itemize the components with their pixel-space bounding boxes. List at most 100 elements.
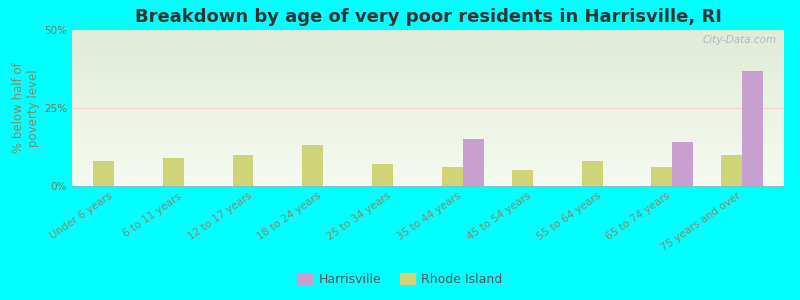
Bar: [72, 61, 784, 63]
Bar: [72, 127, 784, 128]
Bar: [721, 155, 742, 186]
Bar: [72, 177, 784, 178]
Bar: [72, 102, 784, 103]
Bar: [72, 142, 784, 144]
Bar: [72, 125, 784, 127]
Bar: [72, 163, 784, 164]
Bar: [72, 152, 784, 153]
Bar: [72, 68, 784, 69]
Bar: [72, 173, 784, 175]
Bar: [72, 94, 784, 95]
Text: City-Data.com: City-Data.com: [702, 35, 777, 45]
Bar: [72, 156, 784, 158]
Bar: [72, 114, 784, 116]
Title: Breakdown by age of very poor residents in Harrisville, RI: Breakdown by age of very poor residents …: [134, 8, 722, 26]
Bar: [72, 161, 784, 163]
Bar: [72, 99, 784, 100]
Bar: [72, 85, 784, 86]
Bar: [72, 158, 784, 160]
Bar: [72, 141, 784, 142]
Bar: [72, 75, 784, 77]
Bar: [512, 170, 533, 186]
Bar: [72, 88, 784, 89]
Bar: [72, 180, 784, 181]
Bar: [72, 139, 784, 141]
Bar: [463, 139, 484, 186]
Bar: [72, 150, 784, 152]
Bar: [72, 138, 784, 139]
Bar: [72, 47, 784, 49]
Bar: [72, 52, 784, 53]
Bar: [72, 95, 784, 97]
Bar: [72, 184, 784, 186]
Bar: [442, 167, 463, 186]
Bar: [72, 38, 784, 39]
Bar: [302, 146, 323, 186]
Bar: [72, 97, 784, 99]
Bar: [72, 136, 784, 138]
Bar: [72, 53, 784, 55]
Bar: [72, 32, 784, 33]
Bar: [72, 153, 784, 155]
Bar: [72, 33, 784, 35]
Bar: [72, 39, 784, 41]
Bar: [93, 161, 114, 186]
Bar: [72, 80, 784, 82]
Bar: [72, 106, 784, 108]
Bar: [72, 44, 784, 46]
Bar: [72, 166, 784, 167]
Bar: [72, 111, 784, 113]
Bar: [72, 121, 784, 122]
Bar: [72, 148, 784, 150]
Bar: [582, 161, 602, 186]
Bar: [72, 124, 784, 125]
Bar: [72, 164, 784, 166]
Bar: [72, 167, 784, 169]
Bar: [72, 35, 784, 36]
Bar: [72, 175, 784, 177]
Bar: [72, 56, 784, 58]
Bar: [72, 131, 784, 133]
Bar: [72, 103, 784, 105]
Bar: [72, 169, 784, 170]
Bar: [72, 122, 784, 124]
Bar: [72, 60, 784, 61]
Bar: [672, 142, 694, 186]
Bar: [72, 66, 784, 68]
Bar: [72, 77, 784, 78]
Bar: [72, 147, 784, 148]
Bar: [372, 164, 393, 186]
Bar: [72, 178, 784, 180]
Bar: [162, 158, 184, 186]
Bar: [72, 43, 784, 44]
Bar: [72, 128, 784, 130]
Bar: [72, 172, 784, 173]
Bar: [72, 46, 784, 47]
Bar: [72, 41, 784, 43]
Y-axis label: % below half of
poverty level: % below half of poverty level: [12, 63, 40, 153]
Bar: [72, 160, 784, 161]
Bar: [72, 170, 784, 172]
Bar: [72, 110, 784, 111]
Bar: [72, 70, 784, 72]
Bar: [742, 70, 763, 186]
Bar: [72, 55, 784, 56]
Bar: [72, 105, 784, 106]
Bar: [72, 108, 784, 110]
Bar: [72, 181, 784, 183]
Bar: [72, 64, 784, 66]
Bar: [72, 36, 784, 38]
Bar: [72, 74, 784, 75]
Bar: [233, 155, 254, 186]
Bar: [72, 50, 784, 52]
Bar: [72, 119, 784, 121]
Bar: [72, 30, 784, 31]
Bar: [72, 78, 784, 80]
Bar: [72, 117, 784, 119]
Bar: [72, 155, 784, 156]
Bar: [651, 167, 672, 186]
Bar: [72, 133, 784, 134]
Bar: [72, 146, 784, 147]
Bar: [72, 89, 784, 91]
Bar: [72, 100, 784, 102]
